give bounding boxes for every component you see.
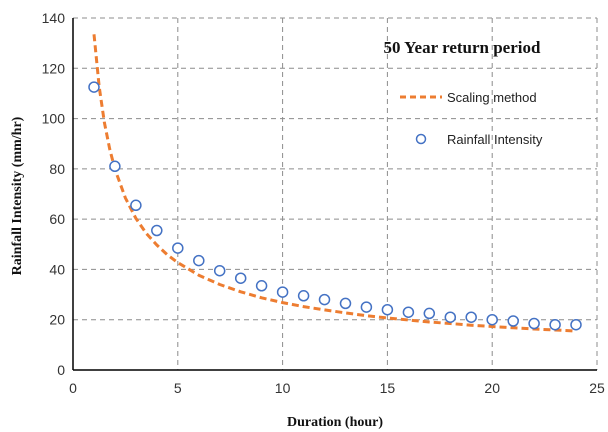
gridlines (73, 17, 598, 370)
data-series (88, 34, 582, 333)
rainfall-intensity-point-9 (255, 280, 268, 292)
x-tick-label-25: 25 (589, 380, 605, 396)
rainfall-intensity-point-13 (339, 297, 352, 310)
rainfall-intensity-point-22 (528, 317, 540, 330)
rainfall-intensity-point-20 (486, 313, 498, 326)
x-tick-label-10: 10 (275, 380, 291, 396)
rainfall-intensity-point-4 (151, 224, 163, 237)
rainfall-intensity-point-17 (423, 307, 436, 320)
legend-label-scaling-method: Scaling method (447, 90, 537, 105)
x-tick-label-15: 15 (380, 380, 396, 396)
rainfall-intensity-point-6 (193, 254, 205, 267)
rainfall-intensity-point-7 (213, 264, 226, 277)
y-tick-label-80: 80 (49, 161, 65, 177)
legend-swatch-rainfall-intensity (415, 133, 427, 145)
chart-title: 50 Year return period (384, 38, 541, 57)
legend: Scaling method Rainfall Intensity (400, 90, 543, 147)
rainfall-intensity-point-8 (234, 272, 247, 284)
y-tick-label-120: 120 (42, 60, 66, 76)
y-tick-label-100: 100 (42, 111, 66, 127)
rainfall-intensity-point-15 (381, 303, 394, 316)
rainfall-intensity-point-1 (88, 81, 100, 93)
y-tick-label-40: 40 (49, 261, 65, 277)
rainfall-intensity-point-18 (444, 311, 457, 323)
rainfall-intensity-point-3 (130, 199, 142, 212)
x-tick-label-20: 20 (484, 380, 500, 396)
rainfall-intensity-point-5 (172, 242, 184, 254)
y-tick-label-0: 0 (57, 362, 65, 378)
rainfall-intensity-point-2 (109, 160, 121, 173)
y-tick-label-140: 140 (42, 10, 66, 26)
tick-labels: 0 5 10 15 20 25 0 20 40 60 80 100 120 140 (42, 10, 605, 396)
x-axis-title: Duration (hour) (287, 415, 383, 430)
rainfall-intensity-point-11 (297, 290, 310, 302)
y-tick-label-60: 60 (49, 211, 65, 227)
rainfall-intensity-point-16 (402, 306, 415, 318)
rainfall-intensity-point-23 (549, 318, 561, 331)
rainfall-intensity-point-24 (570, 318, 582, 331)
axes (72, 18, 597, 371)
y-axis-title: Rainfall Intensity (mm/hr) (10, 116, 25, 275)
rainfall-intensity-point-19 (465, 311, 477, 323)
rainfall-intensity-point-14 (360, 301, 373, 313)
legend-label-rainfall-intensity: Rainfall Intensity (447, 132, 543, 147)
rainfall-intensity-point-10 (276, 286, 289, 298)
rainfall-intensity-point-12 (318, 293, 331, 306)
x-tick-label-0: 0 (69, 380, 77, 396)
rainfall-intensity-point-21 (507, 315, 519, 327)
x-tick-label-5: 5 (174, 380, 182, 396)
y-tick-label-20: 20 (49, 312, 65, 328)
series-line-scaling-method (92, 34, 577, 333)
